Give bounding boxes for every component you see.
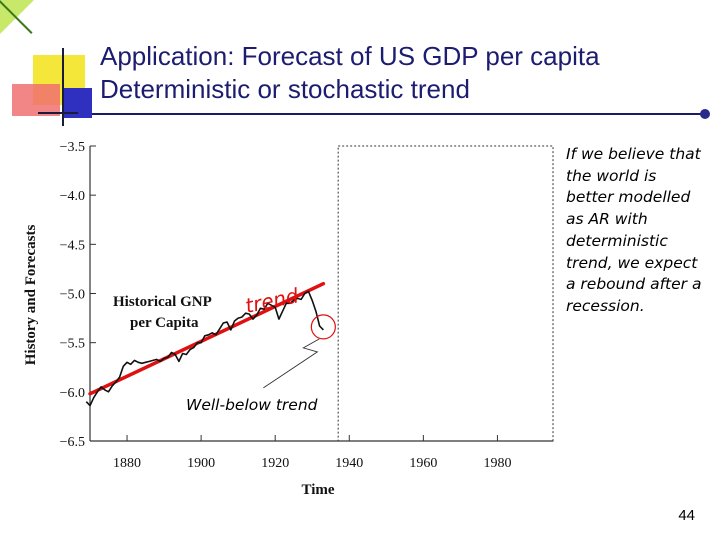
trend-annotation: trend <box>243 283 301 318</box>
inset-label-line-2: per Capita <box>130 315 199 331</box>
slide-title: Application: Forecast of US GDP per capi… <box>100 40 600 106</box>
y-tick-label: −6.0 <box>60 386 85 401</box>
slide-title-line-1: Application: Forecast of US GDP per capi… <box>100 41 600 71</box>
decoration-vertical-line <box>62 48 64 126</box>
below-trend-annotation: Well-below trend <box>186 396 318 414</box>
x-tick-label: 1980 <box>483 456 511 471</box>
trend-line <box>88 281 326 396</box>
x-tick-label: 1920 <box>261 456 289 471</box>
gnp-series-line <box>85 290 324 407</box>
recession-highlight-circle <box>310 314 336 340</box>
inset-label-line-1: Historical GNP <box>113 294 212 310</box>
x-tick-label: 1960 <box>409 456 437 471</box>
x-tick-label: 1940 <box>335 456 363 471</box>
slide-title-line-2: Deterministic or stochastic trend <box>100 74 470 104</box>
decoration-red-square <box>12 84 60 116</box>
decoration-horizontal-line <box>38 112 78 114</box>
forecast-region-box <box>337 145 554 442</box>
y-axis-label: History and Forecasts <box>23 225 39 366</box>
title-underline-end-dot <box>700 109 710 119</box>
side-note: If we believe that the world is better m… <box>566 145 702 315</box>
page-number: 44 <box>678 507 695 524</box>
y-tick-label: −4.5 <box>60 238 85 253</box>
x-tick-label: 1880 <box>113 456 141 471</box>
y-tick-label: −6.5 <box>60 435 85 450</box>
y-tick-label: −5.0 <box>60 288 85 303</box>
y-tick-label: −5.5 <box>60 337 85 352</box>
x-tick-label: 1900 <box>187 456 215 471</box>
annotation-pointer-line <box>263 338 320 389</box>
x-axis-label: Time <box>301 482 334 498</box>
y-tick-label: −3.5 <box>60 140 85 155</box>
y-tick-label: −4.0 <box>60 189 85 204</box>
title-underline <box>92 113 704 115</box>
